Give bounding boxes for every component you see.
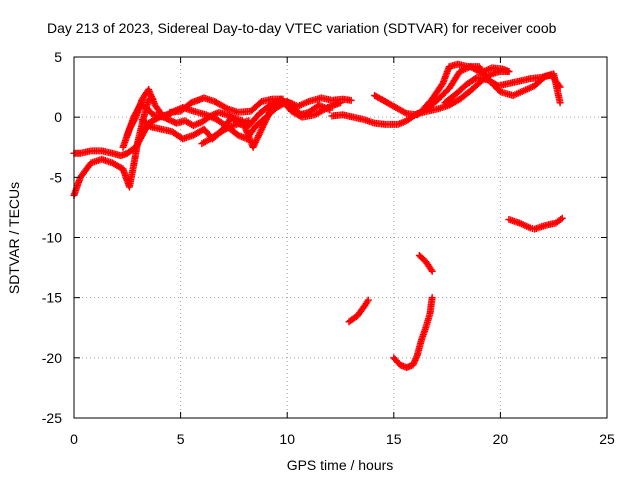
- ticks: 0 5 10 15 20 25 5 0 -5 -10 -15 -20 -25: [42, 49, 615, 447]
- data-point: [556, 99, 564, 107]
- data-point: [224, 124, 232, 132]
- data-point: [364, 296, 372, 304]
- y-axis-label: SDTVAR / TECUs: [6, 182, 22, 294]
- y-tick-label: 0: [54, 109, 62, 125]
- data-point: [337, 99, 344, 107]
- series-track-11: [441, 71, 564, 107]
- series-track-12: [345, 296, 372, 326]
- data-point: [347, 96, 355, 104]
- series-track-6: [166, 94, 287, 116]
- series-track-7: [198, 117, 253, 148]
- y-tick-label: -15: [42, 290, 62, 306]
- data-point: [245, 117, 253, 125]
- x-tick-label: 20: [493, 431, 509, 447]
- series-track-13: [390, 294, 436, 371]
- data-series: [70, 60, 566, 371]
- data-point: [401, 109, 409, 117]
- y-tick-label: -25: [42, 410, 62, 426]
- y-tick-label: 5: [54, 49, 62, 65]
- x-tick-label: 15: [386, 431, 402, 447]
- series-track-8: [328, 67, 513, 128]
- data-point: [279, 95, 287, 103]
- series-track-2: [70, 110, 174, 160]
- data-point: [428, 267, 436, 275]
- x-tick-label: 25: [599, 431, 615, 447]
- y-tick-label: -5: [50, 169, 63, 185]
- x-axis-label: GPS time / hours: [287, 457, 394, 473]
- data-point: [428, 294, 436, 302]
- data-point: [505, 67, 513, 75]
- series-track-15: [505, 214, 566, 233]
- y-tick-label: -10: [42, 230, 62, 246]
- data-point: [555, 82, 563, 90]
- x-tick-label: 0: [70, 431, 78, 447]
- data-point: [556, 83, 564, 91]
- x-tick-label: 10: [279, 431, 295, 447]
- data-point: [558, 214, 566, 222]
- series-track-14: [415, 252, 436, 275]
- chart-title: Day 213 of 2023, Sidereal Day-to-day VTE…: [47, 20, 557, 36]
- y-tick-label: -20: [42, 350, 62, 366]
- x-tick-label: 5: [177, 431, 185, 447]
